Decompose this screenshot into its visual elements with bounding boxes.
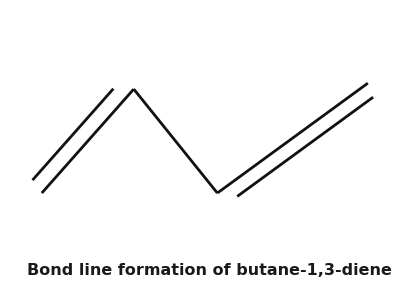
Text: Bond line formation of butane-1,3-diene: Bond line formation of butane-1,3-diene xyxy=(27,263,391,278)
